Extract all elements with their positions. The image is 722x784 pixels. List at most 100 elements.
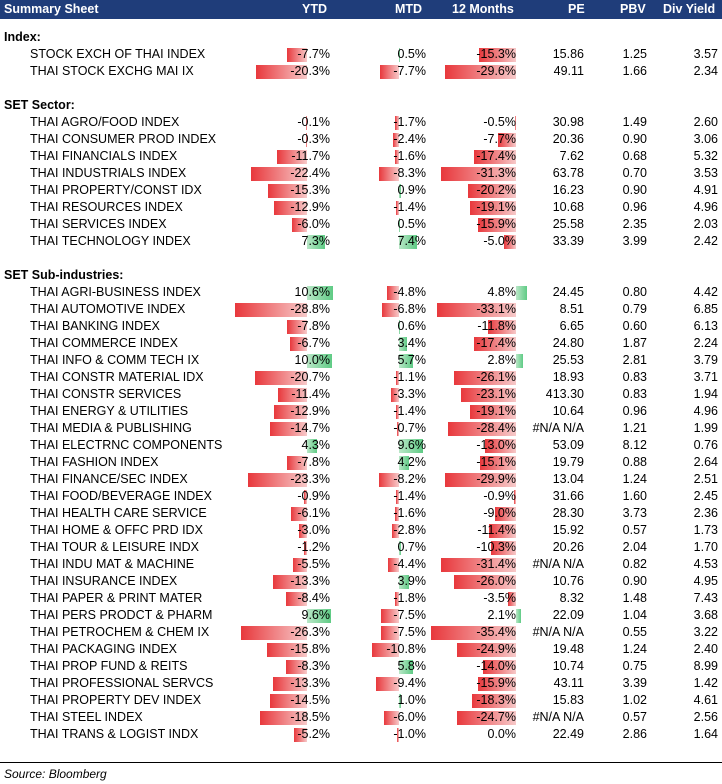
ytd-value: -14.7% [290,421,330,435]
ytd-cell: -8.4% [236,590,330,607]
dy-value: 2.40 [693,642,718,656]
ytd-cell: -12.9% [236,403,330,420]
m12-cell: -15.9% [430,216,516,233]
ytd-value: -7.7% [297,47,330,61]
table-row: THAI FOOD/BEVERAGE INDEX -0.9% -1.4% -0.9% 3… [0,488,722,505]
mtd-value: 0.5% [397,47,427,61]
pe-value: 31.66 [552,489,584,503]
ytd-cell: -6.7% [236,335,330,352]
mtd-databar [388,558,399,572]
ytd-databar [285,592,307,606]
m12-databar [470,201,516,215]
pe-value: #N/A N/A [532,625,584,639]
ytd-databar [306,609,331,623]
mtd-databar [399,218,401,232]
mtd-value: -2.4% [393,132,426,146]
index-name: THAI COMMERCE INDEX [30,336,178,350]
mtd-value: -7.5% [393,608,426,622]
index-name: THAI HOME & OFFC PRD IDX [30,523,203,537]
m12-value: -23.1% [476,387,516,401]
ytd-value: -13.3% [290,676,330,690]
ytd-databar [293,728,307,742]
header-col-pe: PE [568,2,585,16]
ytd-cell: -1.2% [236,539,330,556]
mtd-cell: -8.3% [372,165,426,182]
mtd-cell: -4.4% [372,556,426,573]
mtd-cell: -1.8% [372,590,426,607]
ytd-value: -7.8% [297,319,330,333]
pe-value: 8.51 [559,302,584,316]
pe-value: 16.23 [552,183,584,197]
mtd-cell: 1.0% [372,692,426,709]
m12-cell: -29.6% [430,63,516,80]
source-note: Source: Bloomberg [4,767,107,781]
dy-value: 2.03 [693,217,718,231]
m12-value: 0.0% [487,727,517,741]
ytd-databar [291,507,307,521]
m12-value: -5.0% [483,234,516,248]
dy-value: 0.76 [693,438,718,452]
index-name: THAI PETROCHEM & CHEM IX [30,625,210,639]
mtd-databar [399,337,408,351]
pbv-value: 1.25 [622,47,647,61]
ytd-value: -20.3% [290,64,330,78]
ytd-databar [287,456,307,470]
pbv-value: 1.87 [622,336,647,350]
dy-value: 3.71 [693,370,718,384]
mtd-databar [399,575,409,589]
m12-cell: -24.9% [430,641,516,658]
mtd-cell: -7.5% [372,624,426,641]
ytd-cell: -7.7% [236,46,330,63]
ytd-databar [270,694,307,708]
table-row: THAI FASHION INDEX -7.8% 4.2% -15.1% 19.79 0.… [0,454,722,471]
m12-databar [507,592,516,606]
ytd-cell: -14.7% [236,420,330,437]
mtd-cell: -1.7% [372,114,426,131]
mtd-value: -1.4% [393,404,426,418]
header-col-12m: 12 Months [452,2,514,16]
m12-cell: -29.9% [430,471,516,488]
mtd-cell: 5.7% [372,352,426,369]
mtd-cell: -4.8% [372,284,426,301]
m12-databar [467,184,516,198]
table-row: THAI PACKAGING INDEX -15.8% -10.8% -24.9% 19… [0,641,722,658]
mtd-databar [399,320,401,334]
ytd-cell: -18.5% [236,709,330,726]
dy-value: 3.79 [693,353,718,367]
m12-cell: -28.4% [430,420,516,437]
ytd-databar [299,524,307,538]
dy-value: 3.57 [693,47,718,61]
m12-cell: -26.0% [430,573,516,590]
dy-value: 2.45 [693,489,718,503]
m12-value: -0.9% [483,489,516,503]
ytd-databar [304,490,307,504]
pe-value: 15.83 [552,693,584,707]
ytd-databar [234,303,307,317]
m12-cell: -15.9% [430,675,516,692]
mtd-databar [387,286,399,300]
m12-cell: -17.4% [430,148,516,165]
m12-cell: -11.8% [430,318,516,335]
mtd-databar [396,371,399,385]
dy-value: 8.99 [693,659,718,673]
mtd-value: 0.7% [397,540,427,554]
mtd-value: -6.0% [393,710,426,724]
m12-databar [444,473,516,487]
table-row: THAI CONSUMER PROD INDEX -0.3% -2.4% -7.7% 2… [0,131,722,148]
m12-value: -15.9% [476,676,516,690]
m12-cell: -15.1% [430,454,516,471]
section-title: SET Sub-industries: [4,268,124,282]
table-row: THAI SERVICES INDEX -6.0% 0.5% -15.9% 25.58 2… [0,216,722,233]
m12-databar [460,388,516,402]
m12-databar [516,286,528,300]
ytd-value: -13.3% [290,574,330,588]
pbv-value: 2.04 [622,540,647,554]
dy-value: 3.68 [693,608,718,622]
table-row: THAI PROPERTY/CONST IDX -15.3% 0.9% -20.2% 1… [0,182,722,199]
mtd-databar [399,354,413,368]
table-row: THAI HOME & OFFC PRD IDX -3.0% -2.8% -11.4%… [0,522,722,539]
m12-value: -17.4% [476,149,516,163]
m12-databar [472,694,516,708]
dy-value: 3.06 [693,132,718,146]
pbv-value: 2.35 [622,217,647,231]
